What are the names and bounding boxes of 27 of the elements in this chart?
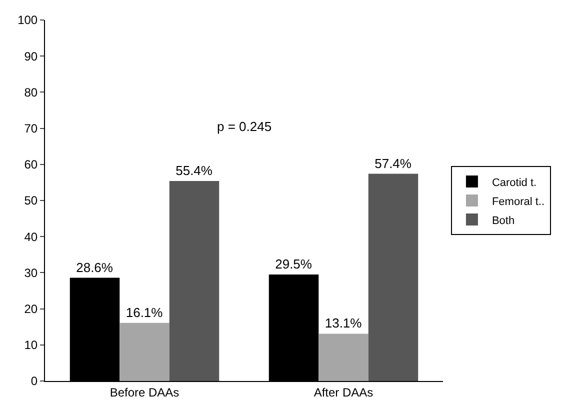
data-label: 55.4% [176, 163, 213, 178]
legend-label: Carotid t. [492, 176, 537, 189]
data-label: 28.6% [76, 260, 114, 275]
data-label: 16.1% [126, 304, 164, 320]
data-label: 57.4% [374, 156, 412, 171]
x-tick-label: Before DAAs [110, 385, 180, 400]
y-tick-label: 70 [24, 122, 38, 136]
y-tick-label: 10 [24, 338, 38, 352]
legend-label: Femoral t.. [492, 196, 545, 208]
x-tick-label: After DAAs [314, 385, 374, 400]
y-tick-label: 100 [18, 13, 38, 28]
bar [169, 181, 220, 381]
y-tick-label: 50 [24, 194, 38, 208]
bar [368, 174, 418, 381]
annotation: p = 0.245 [217, 119, 272, 134]
y-tick-label: 80 [24, 85, 38, 100]
data-label: 29.5% [275, 256, 312, 272]
y-tick-label: 20 [24, 302, 38, 316]
y-tick-label: 60 [24, 158, 38, 172]
y-tick-label: 40 [24, 230, 38, 244]
y-tick-label: 90 [24, 49, 38, 64]
y-tick-label: 0 [30, 374, 38, 388]
data-label: 13.1% [324, 316, 362, 331]
bar [318, 334, 368, 381]
legend-label: Both [492, 214, 515, 227]
y-tick-label: 30 [24, 266, 38, 280]
bar [120, 322, 170, 381]
